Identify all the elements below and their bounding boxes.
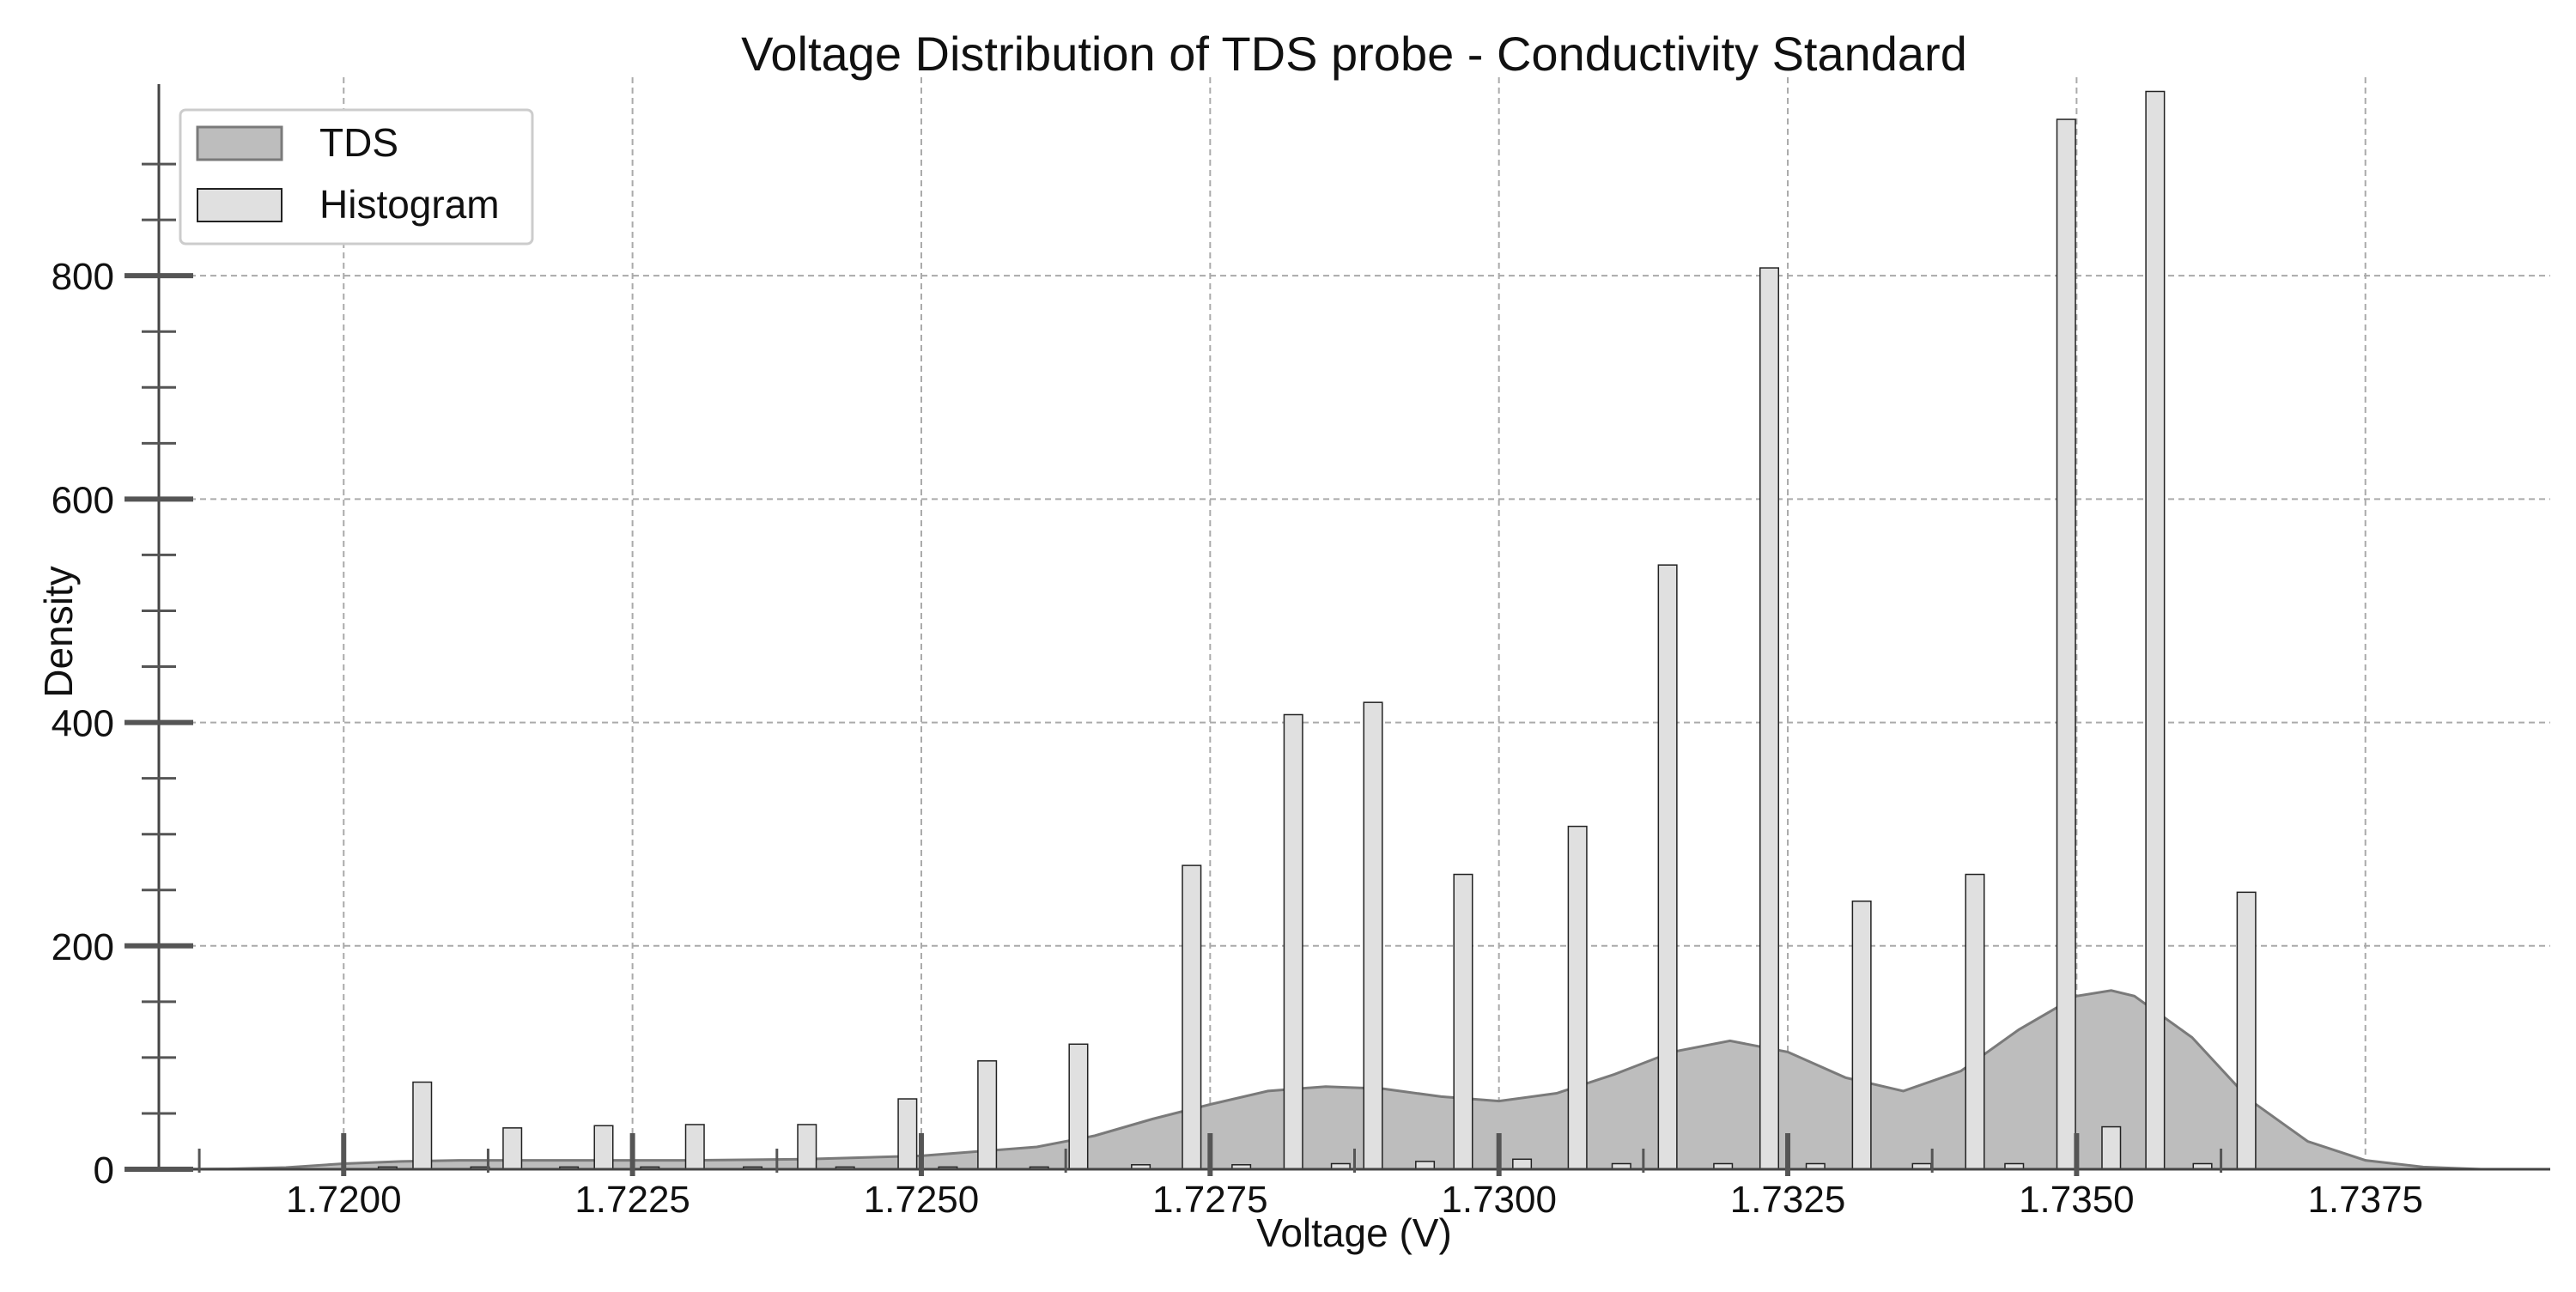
histogram-bar — [1068, 1043, 1089, 1170]
legend-label-tds: TDS — [319, 120, 398, 165]
histogram-bar — [1363, 701, 1383, 1170]
histogram-bar — [1965, 873, 1985, 1170]
legend-swatch-tds — [196, 125, 283, 161]
x-tick-label: 1.7200 — [286, 1179, 402, 1221]
histogram-bar — [897, 1098, 918, 1170]
axis-layer — [157, 84, 2550, 1171]
y-tick-label: 200 — [52, 926, 114, 968]
x-tick-label: 1.7300 — [1441, 1179, 1557, 1221]
x-tick-label: 1.7375 — [2307, 1179, 2423, 1221]
legend: TDS Histogram — [179, 108, 534, 246]
histogram-bar — [1759, 267, 1780, 1170]
legend-label-histogram: Histogram — [319, 182, 500, 227]
histogram-bar — [2145, 90, 2166, 1170]
y-tick-label: 400 — [52, 703, 114, 745]
y-tick-label: 600 — [52, 479, 114, 521]
histogram-bar — [977, 1060, 998, 1170]
y-tick-label: 800 — [52, 256, 114, 298]
x-tick-label: 1.7325 — [1730, 1179, 1846, 1221]
kde-area — [170, 990, 2482, 1169]
histogram-bar — [2101, 1125, 2122, 1170]
histogram-layer — [377, 90, 2257, 1170]
kde-layer — [170, 989, 2482, 1171]
histogram-bar — [1283, 713, 1303, 1170]
histogram-bar — [1182, 864, 1202, 1170]
histogram-bar — [412, 1081, 433, 1170]
histogram-bar — [1657, 564, 1678, 1170]
chart-title: Voltage Distribution of TDS probe - Cond… — [741, 27, 1967, 81]
histogram-bar — [1453, 873, 1473, 1170]
histogram-bar — [502, 1127, 523, 1170]
y-tick-label: 0 — [94, 1149, 114, 1192]
histogram-bar — [684, 1124, 705, 1170]
histogram-bar — [1512, 1158, 1533, 1170]
x-axis-label: Voltage (V) — [1256, 1210, 1452, 1255]
tick-layer: 0 200 400 600 800 1.7200 1.7225 1.7250 1.7275 1.7… — [52, 162, 2423, 1221]
kde-line — [170, 989, 2482, 1171]
histogram-bar — [593, 1125, 614, 1170]
legend-swatch-histogram — [197, 188, 283, 222]
histogram-bar — [2236, 891, 2257, 1170]
histogram-bar — [2056, 118, 2076, 1170]
x-tick-label: 1.7225 — [574, 1179, 690, 1221]
x-tick-label: 1.7250 — [864, 1179, 980, 1221]
x-tick-label: 1.7350 — [2019, 1179, 2135, 1221]
histogram-bar — [1851, 901, 1872, 1170]
x-tick-label: 1.7275 — [1152, 1179, 1268, 1221]
histogram-bar — [797, 1124, 817, 1170]
histogram-bar — [1567, 825, 1588, 1170]
y-axis-label: Density — [36, 566, 81, 697]
